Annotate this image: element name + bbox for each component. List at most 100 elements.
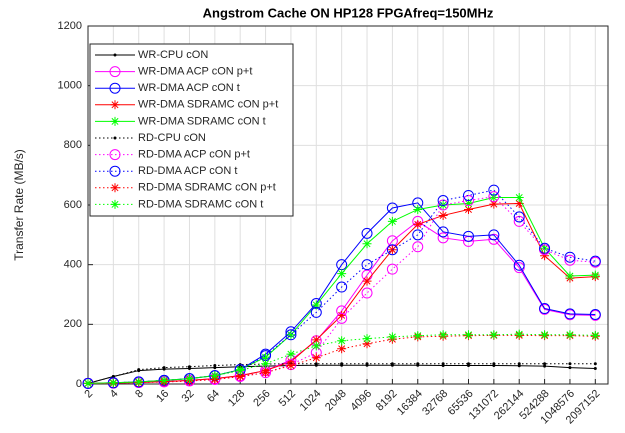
marker-star	[438, 210, 448, 220]
marker-circle	[462, 230, 474, 242]
chart-title: Angstrom Cache ON HP128 FPGAfreq=150MHz	[203, 5, 494, 20]
marker-circle	[285, 329, 297, 341]
marker-star	[286, 361, 296, 371]
marker-star	[110, 100, 120, 110]
marker-circle	[361, 227, 373, 239]
marker-star	[311, 335, 321, 345]
marker-circle	[488, 191, 500, 203]
marker-circle	[589, 255, 601, 267]
marker-dot	[593, 366, 597, 370]
marker-star	[311, 341, 321, 351]
marker-star	[261, 368, 271, 378]
marker-circle	[564, 254, 576, 266]
marker-dot	[162, 366, 166, 370]
marker-circle	[386, 263, 398, 275]
marker-star	[463, 204, 473, 214]
marker-star	[514, 199, 524, 209]
plot-frame	[87, 25, 609, 385]
marker-circle	[437, 195, 449, 207]
marker-dot	[213, 366, 217, 370]
marker-circle	[488, 229, 500, 241]
y-tick-label: 1200	[58, 20, 82, 32]
legend-label: WR-DMA ACP cON p+t	[138, 66, 252, 78]
marker-star	[387, 216, 397, 226]
marker-dot	[517, 364, 521, 368]
marker-dot	[543, 362, 547, 366]
marker-star	[83, 378, 93, 388]
marker-star	[362, 239, 372, 249]
marker-dot	[517, 362, 521, 366]
marker-circle	[488, 184, 500, 196]
legend-label: RD-DMA SDRAMC cON t	[138, 198, 263, 210]
marker-dot	[593, 362, 597, 366]
marker-star	[489, 193, 499, 203]
marker-dot	[416, 362, 420, 366]
legend-label: WR-DMA ACP cON t	[138, 82, 240, 94]
marker-circle	[564, 251, 576, 263]
marker-circle	[462, 195, 474, 207]
marker-dot	[113, 53, 117, 57]
marker-dot	[187, 365, 191, 369]
marker-circle	[539, 242, 551, 254]
marker-star	[438, 330, 448, 340]
marker-star	[159, 375, 169, 385]
marker-star	[362, 334, 372, 344]
series-line	[87, 334, 596, 384]
marker-circle	[412, 241, 424, 253]
marker-star	[489, 199, 499, 209]
y-tick-label: 200	[64, 318, 82, 330]
marker-star	[540, 330, 550, 340]
marker-star	[261, 352, 271, 362]
y-tick-label: 800	[64, 139, 82, 151]
marker-star	[184, 374, 194, 384]
marker-star	[540, 251, 550, 261]
marker-star	[110, 183, 120, 193]
marker-dot	[568, 366, 572, 370]
legend-label: RD-DMA ACP cON t	[138, 165, 237, 177]
marker-dot	[466, 362, 470, 366]
marker-circle	[564, 308, 576, 320]
marker-star	[387, 332, 397, 342]
marker-circle	[462, 189, 474, 201]
marker-star	[311, 300, 321, 310]
marker-circle	[386, 244, 398, 256]
marker-circle	[336, 281, 348, 293]
y-tick-label: 0	[76, 378, 82, 390]
marker-star	[413, 204, 423, 214]
marker-circle	[437, 199, 449, 211]
marker-dot	[441, 362, 445, 366]
marker-circle	[361, 259, 373, 271]
marker-circle	[513, 211, 525, 223]
legend-label: RD-CPU cON	[138, 132, 206, 144]
marker-dot	[568, 362, 572, 366]
marker-star	[565, 271, 575, 281]
marker-star	[565, 330, 575, 340]
marker-star	[590, 270, 600, 280]
marker-circle	[513, 262, 525, 274]
marker-circle	[412, 229, 424, 241]
marker-circle	[109, 66, 121, 78]
series-line	[87, 333, 596, 384]
marker-circle	[109, 82, 121, 94]
marker-dot	[365, 362, 369, 366]
marker-star	[413, 331, 423, 341]
marker-star	[337, 344, 347, 354]
marker-star	[134, 377, 144, 387]
marker-star	[110, 199, 120, 209]
marker-circle	[361, 287, 373, 299]
marker-star	[590, 330, 600, 340]
marker-dot	[492, 362, 496, 366]
marker-circle	[513, 259, 525, 271]
legend-label: WR-DMA SDRAMC cON p+t	[138, 99, 278, 111]
y-tick-label: 1000	[58, 80, 82, 92]
marker-star	[463, 199, 473, 209]
marker-star	[514, 329, 524, 339]
legend-label: WR-DMA SDRAMC cON t	[138, 115, 266, 127]
marker-star	[514, 193, 524, 203]
marker-star	[463, 330, 473, 340]
marker-star	[337, 269, 347, 279]
marker-star	[362, 339, 372, 349]
legend-label: RD-DMA ACP cON p+t	[138, 149, 250, 161]
